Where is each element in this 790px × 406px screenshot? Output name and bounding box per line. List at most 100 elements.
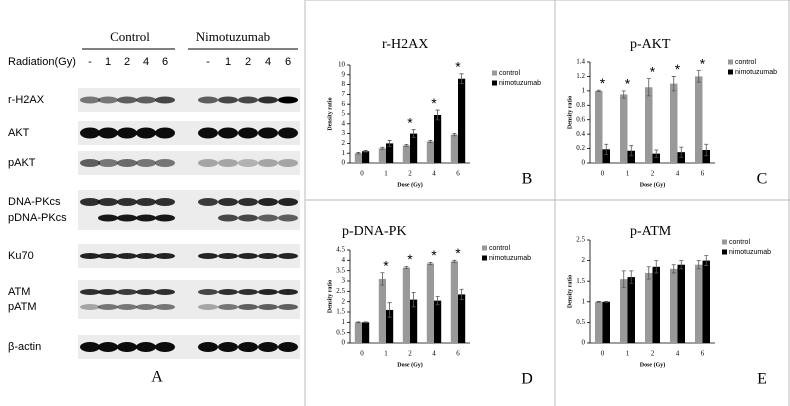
band	[155, 198, 175, 206]
band	[155, 214, 175, 222]
bar	[434, 300, 442, 343]
x-tick-label: 2	[408, 170, 412, 178]
significance-marker: *	[431, 247, 437, 263]
y-tick-label: 7	[342, 90, 346, 98]
error-bar	[380, 146, 385, 150]
band	[155, 289, 175, 295]
error-bar	[435, 296, 440, 306]
row-label: DNA-PKcs	[8, 196, 61, 208]
bar	[695, 264, 703, 343]
band	[136, 96, 156, 104]
band	[98, 253, 118, 259]
band	[98, 127, 118, 139]
band	[155, 253, 175, 259]
row-label: AKT	[8, 127, 30, 139]
band	[218, 96, 238, 104]
band	[136, 253, 156, 259]
bar	[645, 272, 653, 343]
panel-label: C	[757, 171, 768, 188]
x-axis-label: Dose (Gy)	[397, 181, 423, 188]
bar	[702, 150, 710, 163]
error-bar	[604, 300, 609, 303]
legend-label: nimotuzumab	[489, 255, 531, 262]
chart-title: r-H2AX	[382, 37, 428, 52]
band	[218, 342, 238, 352]
band	[98, 198, 118, 206]
bar	[434, 114, 442, 163]
x-tick-label: 0	[360, 350, 364, 358]
bar	[402, 145, 410, 163]
band	[136, 127, 156, 139]
row-label: pAKT	[8, 157, 36, 169]
band	[136, 342, 156, 352]
x-tick-label: 4	[432, 170, 436, 178]
y-tick-label: 2.5	[576, 236, 585, 244]
band	[278, 127, 298, 139]
y-tick-label: 3.5	[336, 266, 345, 274]
band	[278, 96, 298, 104]
error-bar	[387, 302, 392, 318]
band	[258, 289, 278, 295]
y-tick-label: 1	[342, 149, 346, 157]
legend-swatch	[722, 249, 727, 255]
error-bar	[435, 109, 440, 121]
band	[258, 214, 278, 222]
error-bar	[404, 266, 409, 269]
bar	[652, 266, 660, 343]
chart-title: p-ATM	[630, 224, 672, 239]
bar	[602, 301, 610, 343]
group-label: Nimotuzumab	[196, 29, 270, 44]
chart-title: p-DNA-PK	[342, 224, 407, 239]
error-bar	[428, 140, 433, 143]
y-tick-label: 8	[342, 80, 346, 88]
band	[278, 289, 298, 295]
band	[117, 342, 137, 352]
band	[238, 159, 258, 167]
significance-marker: *	[455, 59, 461, 75]
band	[117, 289, 137, 295]
band	[80, 159, 100, 167]
band	[136, 198, 156, 206]
band	[238, 214, 258, 222]
band	[117, 96, 137, 104]
band	[80, 198, 100, 206]
bar	[595, 90, 603, 163]
significance-marker: *	[700, 55, 706, 71]
band	[198, 304, 218, 310]
band	[80, 96, 100, 104]
x-tick-label: 4	[676, 170, 680, 178]
bar	[378, 278, 386, 343]
y-tick-label: 2.5	[336, 287, 345, 295]
band	[117, 159, 137, 167]
error-bar	[411, 129, 416, 138]
error-bar	[646, 78, 651, 97]
error-bar	[671, 76, 676, 92]
error-bar	[596, 89, 601, 92]
error-bar	[704, 255, 709, 266]
x-tick-label: 6	[701, 170, 705, 178]
y-tick-label: 5	[342, 110, 346, 118]
band	[117, 304, 137, 310]
bar	[402, 267, 410, 343]
significance-marker: *	[675, 61, 681, 77]
error-bar	[411, 291, 416, 308]
x-tick-label: 0	[360, 170, 364, 178]
error-bar	[380, 272, 385, 286]
significance-marker: *	[600, 75, 606, 91]
x-tick-label: 0	[601, 170, 605, 178]
band	[98, 159, 118, 167]
legend-swatch	[492, 80, 497, 86]
bar	[426, 263, 434, 343]
band	[117, 253, 137, 259]
band	[218, 304, 238, 310]
y-axis-label: Density ratio	[327, 280, 333, 313]
error-bar	[704, 143, 709, 157]
y-axis-label: Density ratio	[567, 96, 573, 129]
x-axis-label: Dose (Gy)	[397, 361, 423, 368]
legend-label: nimotuzumab	[729, 249, 771, 256]
bar	[458, 78, 466, 163]
y-tick-label: 4	[342, 119, 346, 127]
error-bar	[696, 70, 701, 83]
band	[98, 289, 118, 295]
band	[198, 342, 218, 352]
